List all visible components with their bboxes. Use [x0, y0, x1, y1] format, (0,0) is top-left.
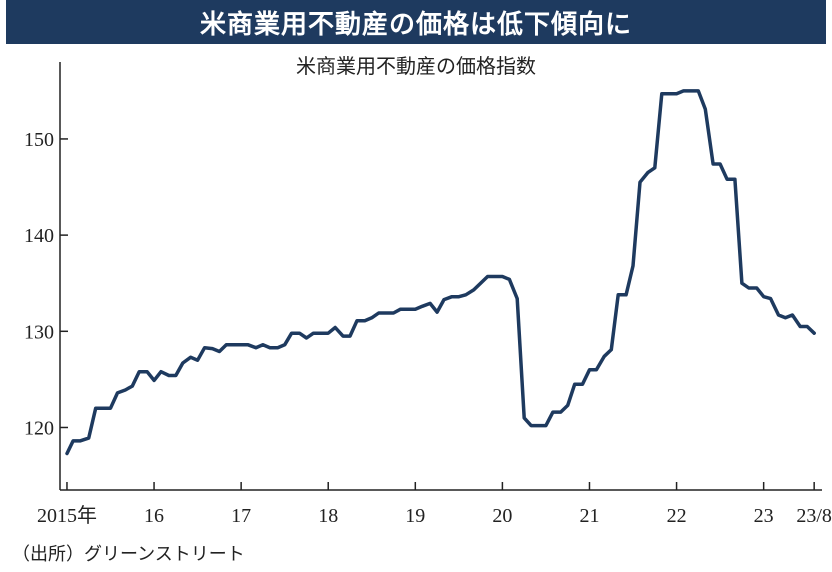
x-tick-label: 17 — [231, 505, 251, 527]
x-tick-label: 23 — [754, 505, 774, 527]
x-tick-label: 2015年 — [37, 504, 97, 527]
x-tick-label: 18 — [318, 505, 338, 527]
x-tick-label: 21 — [579, 505, 599, 527]
y-tick-label: 120 — [24, 417, 54, 439]
x-axis-ticks: 2015年 16 17 18 19 20 21 22 23 23/8 — [37, 482, 832, 527]
headline-banner: 米商業用不動産の価格は低下傾向に — [6, 0, 826, 44]
x-tick-label: 22 — [667, 505, 687, 527]
x-tick-label: 23/8 — [796, 505, 832, 527]
y-tick-label: 150 — [24, 129, 54, 151]
y-tick-label: 140 — [24, 225, 54, 247]
x-tick-label: 16 — [144, 505, 164, 527]
x-tick-label: 20 — [492, 505, 512, 527]
source-note: （出所）グリーンストリート — [12, 544, 245, 565]
series-line — [65, 89, 816, 456]
headline-text: 米商業用不動産の価格は低下傾向に — [199, 9, 632, 40]
y-tick-label: 130 — [24, 321, 54, 343]
y-axis-ticks: 120 130 140 150 — [24, 129, 68, 439]
chart-title: 米商業用不動産の価格指数 — [296, 54, 536, 78]
x-tick-label: 19 — [405, 505, 425, 527]
series-group — [65, 89, 816, 456]
chart-axes — [59, 62, 822, 491]
